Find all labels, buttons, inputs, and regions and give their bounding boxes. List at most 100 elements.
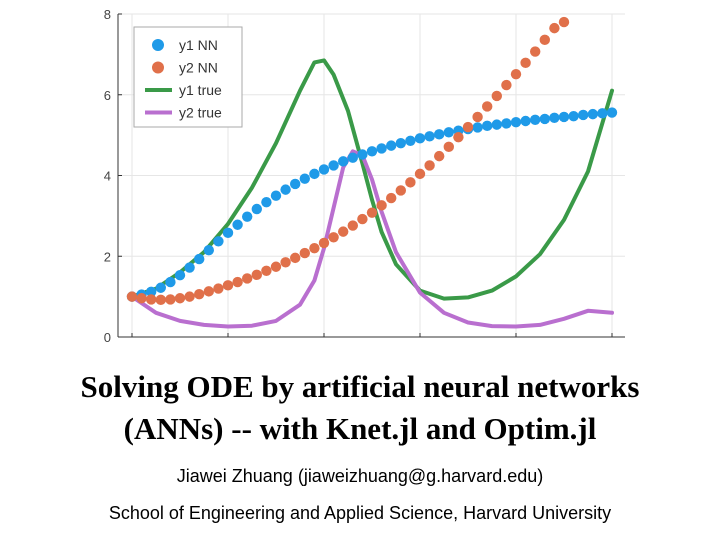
point-y2-NN-25 xyxy=(366,207,378,218)
point-y1-NN-32 xyxy=(434,129,445,140)
y-tick-label-2: 4 xyxy=(104,169,111,184)
point-y1-NN-17 xyxy=(290,178,301,190)
slide-title-line-1: Solving ODE by artificial neural network… xyxy=(80,369,640,404)
point-y2-NN-9 xyxy=(213,283,224,294)
point-y1-NN-23 xyxy=(347,152,358,163)
point-y1-NN-40 xyxy=(510,117,522,128)
point-y2-NN-39 xyxy=(501,79,512,91)
point-y2-NN-37 xyxy=(482,101,493,112)
point-y1-NN-47 xyxy=(578,109,589,121)
point-y1-NN-3 xyxy=(155,282,166,293)
point-y2-NN-28 xyxy=(395,185,406,196)
point-y1-NN-5 xyxy=(174,270,186,281)
point-y1-NN-25 xyxy=(366,146,378,157)
point-y2-NN-5 xyxy=(174,293,186,304)
point-y2-NN-26 xyxy=(376,200,387,211)
point-y2-NN-17 xyxy=(290,252,301,264)
point-y2-NN-8 xyxy=(203,286,214,297)
y-tick-label-3: 6 xyxy=(104,88,111,103)
point-y2-NN-11 xyxy=(232,276,243,288)
point-y1-NN-41 xyxy=(520,115,531,127)
point-y1-NN-14 xyxy=(261,196,272,208)
point-y1-NN-24 xyxy=(357,149,368,160)
point-y1-NN-39 xyxy=(501,118,512,129)
point-y1-NN-30 xyxy=(414,133,426,144)
point-y1-NN-12 xyxy=(242,211,253,222)
point-y2-NN-24 xyxy=(357,213,368,225)
point-y2-NN-10 xyxy=(222,280,234,291)
point-y2-NN-41 xyxy=(520,57,531,69)
point-y1-NN-18 xyxy=(299,173,310,184)
point-y1-NN-2 xyxy=(146,286,157,297)
legend-box xyxy=(133,26,243,128)
point-y2-NN-45 xyxy=(558,16,570,28)
point-y2-NN-29 xyxy=(405,177,416,188)
point-y2-NN-4 xyxy=(165,294,176,305)
point-y2-NN-36 xyxy=(472,111,483,123)
point-y1-NN-27 xyxy=(386,140,397,151)
legend: y1 NN y2 NN y1 true y2 true xyxy=(133,26,243,128)
point-y1-NN-36 xyxy=(472,122,483,133)
point-y2-NN-0 xyxy=(126,291,138,302)
point-y2-NN-32 xyxy=(434,150,445,162)
point-y2-NN-44 xyxy=(549,22,560,34)
point-y2-NN-20 xyxy=(318,237,330,249)
ode-solution-chart: 0 2 4 6 8 y1 NN y2 NN y1 true y2 true xyxy=(104,7,625,345)
point-y1-NN-49 xyxy=(597,108,608,119)
legend-label-y1-true: y1 true xyxy=(179,82,222,98)
point-y2-NN-2 xyxy=(146,294,157,305)
point-y1-NN-45 xyxy=(558,111,570,123)
point-y2-NN-15 xyxy=(270,261,282,272)
point-y1-NN-43 xyxy=(539,113,550,125)
point-y2-NN-40 xyxy=(510,68,522,80)
point-y2-NN-22 xyxy=(338,226,349,237)
legend-marker-y2-NN xyxy=(152,61,164,74)
point-y1-NN-6 xyxy=(184,262,195,273)
series-line-y1-true xyxy=(130,58,614,301)
point-y1-NN-13 xyxy=(251,203,262,215)
series-line-y2-true xyxy=(130,149,614,329)
point-y2-NN-6 xyxy=(184,291,195,302)
series-points-y1-NN xyxy=(126,107,618,302)
point-y2-NN-21 xyxy=(328,232,339,243)
point-y2-NN-35 xyxy=(462,121,474,133)
point-y2-NN-16 xyxy=(280,257,291,268)
point-y1-NN-19 xyxy=(309,168,320,180)
point-y1-NN-48 xyxy=(587,108,598,120)
point-y1-NN-37 xyxy=(482,120,493,132)
point-y1-NN-38 xyxy=(491,119,502,130)
point-y1-NN-33 xyxy=(443,127,454,138)
point-y2-NN-43 xyxy=(539,34,550,46)
point-y1-NN-26 xyxy=(376,143,387,154)
point-y2-NN-42 xyxy=(530,46,541,57)
point-y1-NN-11 xyxy=(232,219,243,230)
point-y2-NN-12 xyxy=(242,273,253,284)
author-line: Jiawei Zhuang (jiaweizhuang@g.harvard.ed… xyxy=(176,466,544,486)
point-y1-NN-46 xyxy=(568,110,579,122)
point-y1-NN-44 xyxy=(549,112,560,123)
point-y1-NN-15 xyxy=(270,190,282,201)
point-y2-NN-34 xyxy=(453,131,464,143)
point-y1-NN-42 xyxy=(530,114,541,125)
legend-label-y2-NN: y2 NN xyxy=(179,60,218,76)
point-y1-NN-28 xyxy=(395,138,406,149)
point-y2-NN-14 xyxy=(261,265,272,276)
tick-labels: 0 2 4 6 8 xyxy=(104,7,111,345)
point-y2-NN-13 xyxy=(251,269,262,281)
point-y1-NN-31 xyxy=(424,131,435,142)
point-y1-NN-21 xyxy=(328,160,339,171)
point-y1-NN-50 xyxy=(606,107,618,118)
y-tick-label-4: 8 xyxy=(104,7,111,22)
point-y2-NN-18 xyxy=(299,247,310,259)
point-y2-NN-33 xyxy=(443,141,454,153)
point-y2-NN-1 xyxy=(136,293,147,304)
point-y1-NN-8 xyxy=(203,244,214,256)
slide-title-line-2: (ANNs) -- with Knet.jl and Optim.jl xyxy=(123,411,597,446)
point-y1-NN-9 xyxy=(213,236,224,247)
point-y2-NN-31 xyxy=(424,160,435,171)
y-tick-label-0: 0 xyxy=(104,330,111,345)
point-y1-NN-29 xyxy=(405,135,416,146)
plot-series xyxy=(126,16,618,329)
legend-label-y1-NN: y1 NN xyxy=(179,37,218,53)
point-y2-NN-38 xyxy=(491,90,502,102)
